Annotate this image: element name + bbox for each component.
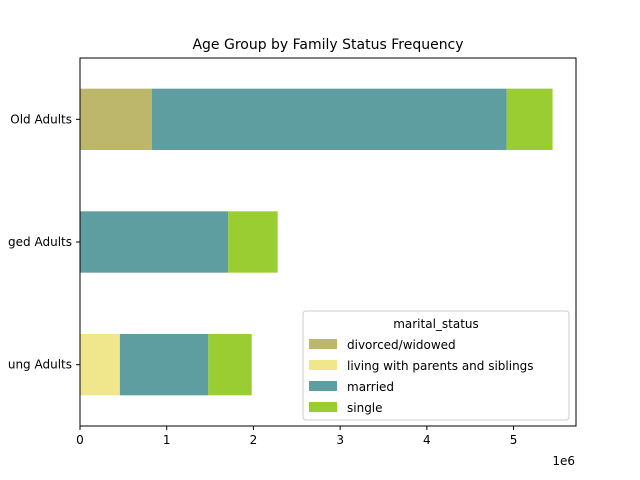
- bars-group: [80, 88, 553, 396]
- x-tick-label: 0: [76, 433, 84, 447]
- x-tick-label: 1: [163, 433, 171, 447]
- x-tick-label: 4: [423, 433, 431, 447]
- y-axis: Old Adults ged Adults ung Adults: [8, 112, 80, 372]
- bar-segment: [119, 334, 209, 396]
- legend-swatch: [309, 360, 337, 370]
- legend-box: [302, 310, 570, 421]
- bar-segment: [151, 88, 507, 150]
- legend-swatch: [309, 402, 337, 412]
- legend-entry-label: living with parents and siblings: [347, 359, 534, 373]
- y-tick-label: Old Adults: [10, 112, 72, 126]
- legend-swatch: [309, 381, 337, 391]
- x-axis: 0 1 2 3 4 5: [76, 426, 517, 447]
- y-tick-label: ung Adults: [8, 358, 72, 372]
- legend-entry-label: married: [347, 380, 394, 394]
- legend: marital_status divorced/widowed living wit…: [302, 310, 570, 421]
- x-tick-label: 3: [336, 433, 344, 447]
- legend-entry-label: single: [347, 401, 383, 415]
- bar-segment: [80, 211, 229, 273]
- legend-swatch: [309, 339, 337, 349]
- legend-entry-label: divorced/widowed: [347, 338, 456, 352]
- x-axis-offset-label: 1e6: [552, 454, 575, 468]
- bar-segment: [80, 334, 120, 396]
- chart-title: Age Group by Family Status Frequency: [192, 37, 463, 53]
- bar-segment: [228, 211, 278, 273]
- bar-segment: [506, 88, 553, 150]
- bar-segment: [208, 334, 252, 396]
- x-tick-label: 2: [250, 433, 258, 447]
- bar-segment: [80, 88, 152, 150]
- y-tick-label: ged Adults: [8, 235, 72, 249]
- x-tick-label: 5: [510, 433, 518, 447]
- legend-title: marital_status: [393, 317, 479, 331]
